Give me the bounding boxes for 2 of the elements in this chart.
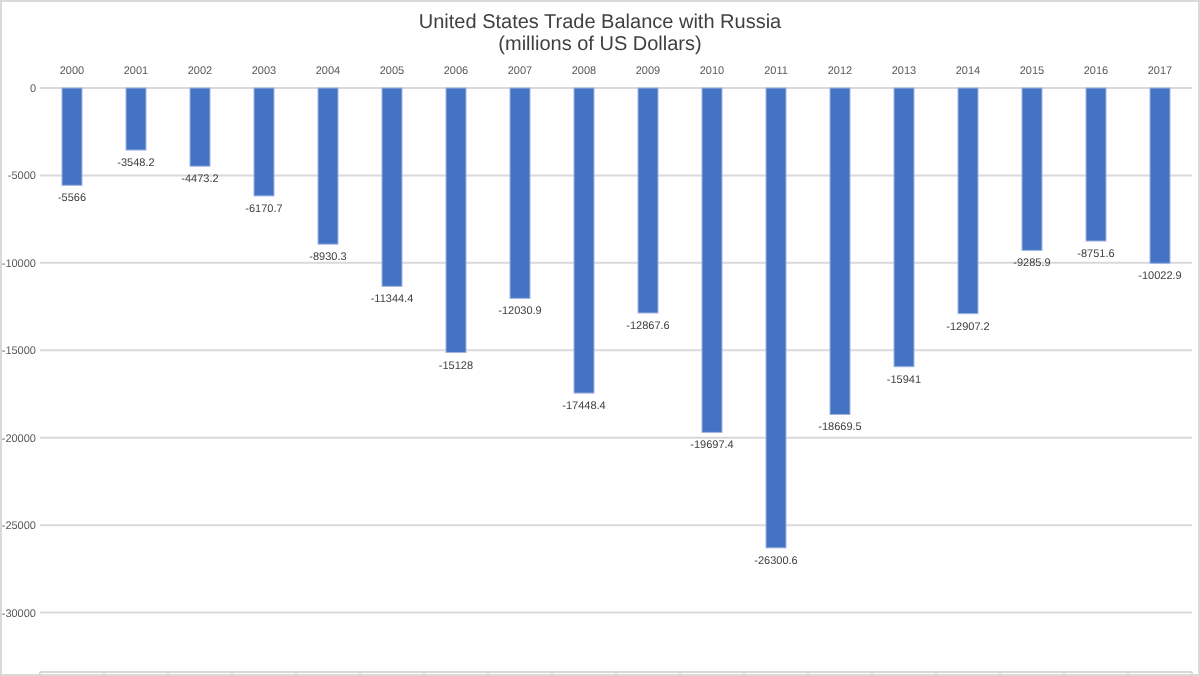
chart-title: United States Trade Balance with Russia: [418, 12, 783, 34]
chart-subtitle: (millions of US Dollars): [498, 34, 702, 56]
